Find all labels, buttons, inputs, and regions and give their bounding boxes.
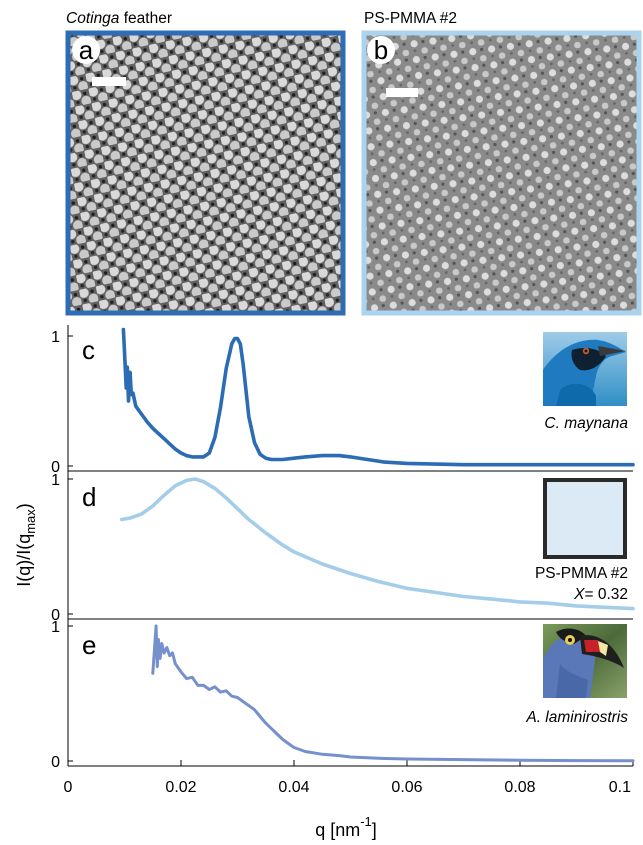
panel-d-letter: d bbox=[82, 482, 96, 512]
y-tick-label-e-1: 1 bbox=[51, 619, 60, 636]
x-tick-label-2: 0.04 bbox=[278, 779, 309, 796]
y-tick-label-d-1: 1 bbox=[51, 472, 60, 489]
micrograph-b: b bbox=[361, 30, 642, 316]
sample-label-d: PS-PMMA #2 bbox=[535, 565, 628, 582]
y-tick-label-e-0: 0 bbox=[51, 754, 60, 771]
scale-bar-b bbox=[386, 88, 418, 97]
y-ticks-panel-d: 01 bbox=[51, 472, 73, 624]
series-line-panel-c bbox=[121, 327, 635, 467]
y-tick-label-c-0: 0 bbox=[51, 459, 60, 476]
species-label-e: A. laminirostris bbox=[525, 709, 628, 726]
series-line-panel-d bbox=[119, 477, 635, 611]
x-tick-label-0: 0 bbox=[64, 779, 73, 796]
cotinga-photo bbox=[543, 332, 627, 406]
x-ticks: 0 0.02 0.04 0.06 0.08 0.1 bbox=[64, 760, 634, 796]
panel-b-title: PS-PMMA #2 bbox=[364, 10, 457, 27]
y-ticks-panel-c: 01 bbox=[51, 329, 73, 476]
panel-a-title: Cotinga feather bbox=[66, 10, 172, 27]
y-axis-label: I(q)/I(qmax) bbox=[14, 503, 38, 587]
panel-e-letter: e bbox=[82, 630, 96, 660]
color-tile-d bbox=[543, 478, 627, 559]
toucan-photo bbox=[543, 624, 627, 698]
x-tick-label-1: 0.02 bbox=[165, 779, 196, 796]
micrograph-a: a bbox=[65, 30, 346, 316]
panel-a-letter: a bbox=[79, 35, 94, 65]
species-label-c: C. maynana bbox=[544, 415, 628, 432]
y-tick-label-c-1: 1 bbox=[51, 329, 60, 346]
x-axis-label: q [nm-1] bbox=[315, 814, 377, 840]
panel-b-letter: b bbox=[374, 35, 388, 65]
x-tick-label-5: 0.1 bbox=[609, 779, 631, 796]
scale-bar-a bbox=[92, 77, 126, 86]
x-tick-label-4: 0.08 bbox=[504, 779, 535, 796]
chart-frame bbox=[67, 325, 633, 767]
sample-x-label: X= 0.32 bbox=[573, 586, 628, 603]
series-line-panel-e bbox=[151, 624, 635, 763]
y-ticks-panel-e: 01 bbox=[51, 619, 73, 771]
panel-c-letter: c bbox=[82, 335, 95, 365]
x-tick-label-3: 0.06 bbox=[391, 779, 422, 796]
y-tick-label-d-0: 0 bbox=[51, 607, 60, 624]
